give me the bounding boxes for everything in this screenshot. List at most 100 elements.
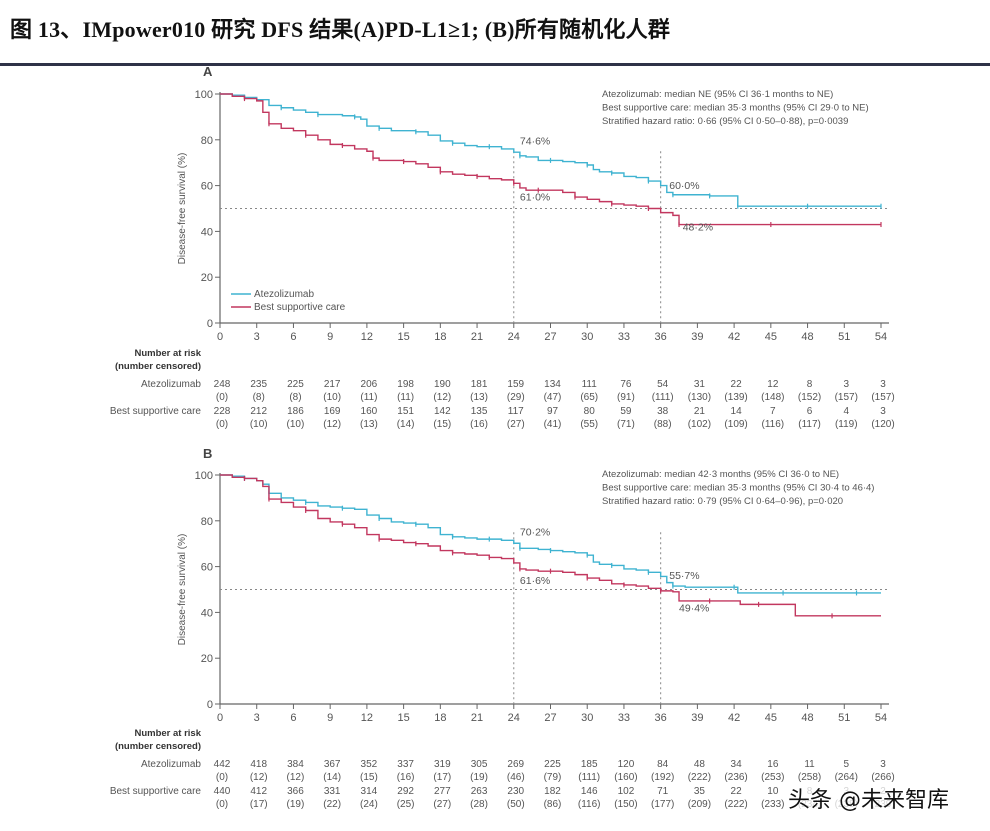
censored-count: (46) [507, 772, 525, 783]
censored-count: (236) [724, 772, 747, 783]
censored-count: (109) [724, 419, 747, 430]
x-tick-label: 21 [471, 331, 483, 343]
survival-annotation: 55·7% [669, 570, 699, 582]
x-tick-label: 27 [544, 712, 556, 724]
risk-count: 142 [434, 406, 451, 417]
censored-count: (50) [507, 799, 525, 810]
censored-count: (10) [323, 392, 341, 403]
censored-count: (116) [762, 419, 785, 430]
risk-count: 97 [547, 406, 559, 417]
risk-count: 160 [361, 406, 378, 417]
x-tick-label: 6 [290, 712, 296, 724]
risk-count: 186 [287, 406, 304, 417]
risk-count: 22 [731, 786, 743, 797]
risk-count: 21 [694, 406, 706, 417]
censored-count: (209) [688, 799, 711, 810]
x-tick-label: 30 [581, 712, 593, 724]
x-tick-label: 45 [765, 712, 777, 724]
censored-count: (150) [614, 799, 637, 810]
risk-row-label: Atezolizumab [141, 379, 201, 390]
censored-count: (29) [507, 392, 525, 403]
censored-count: (222) [688, 772, 711, 783]
risk-table-header: Number at risk [134, 348, 201, 359]
censored-count: (192) [651, 772, 674, 783]
risk-count: 117 [508, 406, 524, 417]
censored-count: (120) [871, 419, 894, 430]
x-tick-label: 18 [434, 331, 446, 343]
x-tick-label: 21 [471, 712, 483, 724]
censored-count: (12) [323, 419, 341, 430]
risk-count: 102 [618, 786, 635, 797]
risk-count: 305 [471, 759, 488, 770]
censored-count: (79) [544, 772, 562, 783]
risk-count: 111 [582, 379, 598, 390]
censored-count: (22) [323, 799, 341, 810]
risk-count: 14 [731, 406, 743, 417]
risk-count: 225 [287, 379, 304, 390]
title-divider [0, 63, 990, 66]
censored-count: (86) [544, 799, 562, 810]
censored-count: (14) [323, 772, 341, 783]
survival-annotation: 60·0% [669, 180, 699, 192]
censored-count: (130) [688, 392, 711, 403]
x-tick-label: 24 [508, 331, 520, 343]
y-tick-label: 60 [201, 562, 213, 574]
censored-count: (19) [287, 799, 305, 810]
risk-count: 151 [397, 406, 414, 417]
risk-count: 3 [843, 379, 849, 390]
x-tick-label: 30 [581, 331, 593, 343]
censored-count: (16) [397, 772, 415, 783]
risk-row-label: Best supportive care [110, 786, 202, 797]
censored-count: (0) [216, 392, 228, 403]
censored-count: (157) [871, 392, 894, 403]
censored-count: (13) [470, 392, 488, 403]
stats-line: Best supportive care: median 35·3 months… [602, 483, 874, 494]
censored-count: (27) [507, 419, 525, 430]
risk-count: 48 [694, 759, 706, 770]
x-tick-label: 12 [361, 712, 373, 724]
risk-count: 337 [397, 759, 414, 770]
x-tick-label: 48 [801, 331, 813, 343]
censored-count: (24) [360, 799, 378, 810]
risk-count: 230 [507, 786, 524, 797]
censored-count: (27) [433, 799, 451, 810]
risk-count: 169 [324, 406, 341, 417]
risk-row-label: Best supportive care [110, 406, 202, 417]
censored-count: (0) [216, 419, 228, 430]
risk-count: 3 [880, 406, 886, 417]
risk-count: 314 [361, 786, 378, 797]
x-tick-label: 3 [254, 331, 260, 343]
risk-count: 412 [250, 786, 267, 797]
risk-count: 190 [434, 379, 451, 390]
x-tick-label: 18 [434, 712, 446, 724]
censored-count: (160) [614, 772, 637, 783]
risk-count: 5 [843, 759, 849, 770]
censored-count: (119) [835, 419, 858, 430]
survival-annotation: 48·2% [683, 221, 713, 233]
censored-count: (10) [287, 419, 305, 430]
y-tick-label: 20 [201, 272, 213, 284]
censored-count: (65) [580, 392, 598, 403]
censored-count: (16) [470, 419, 488, 430]
stats-line: Stratified hazard ratio: 0·79 (95% CI 0·… [602, 496, 843, 507]
y-axis-title: Disease-free survival (%) [177, 153, 188, 265]
watermark: 头条 @未来智库 [786, 782, 951, 814]
risk-count: 84 [657, 759, 669, 770]
x-tick-label: 0 [217, 331, 223, 343]
risk-count: 206 [361, 379, 378, 390]
risk-count: 31 [694, 379, 706, 390]
legend-label: Atezolizumab [254, 289, 314, 300]
x-tick-label: 42 [728, 331, 740, 343]
x-tick-label: 48 [801, 712, 813, 724]
x-tick-label: 54 [875, 712, 887, 724]
x-tick-label: 39 [691, 331, 703, 343]
censored-count: (19) [470, 772, 488, 783]
y-tick-label: 40 [201, 226, 213, 238]
risk-count: 59 [620, 406, 632, 417]
x-tick-label: 33 [618, 331, 630, 343]
censored-count: (12) [250, 772, 268, 783]
censored-count: (91) [617, 392, 635, 403]
x-tick-label: 15 [397, 331, 409, 343]
